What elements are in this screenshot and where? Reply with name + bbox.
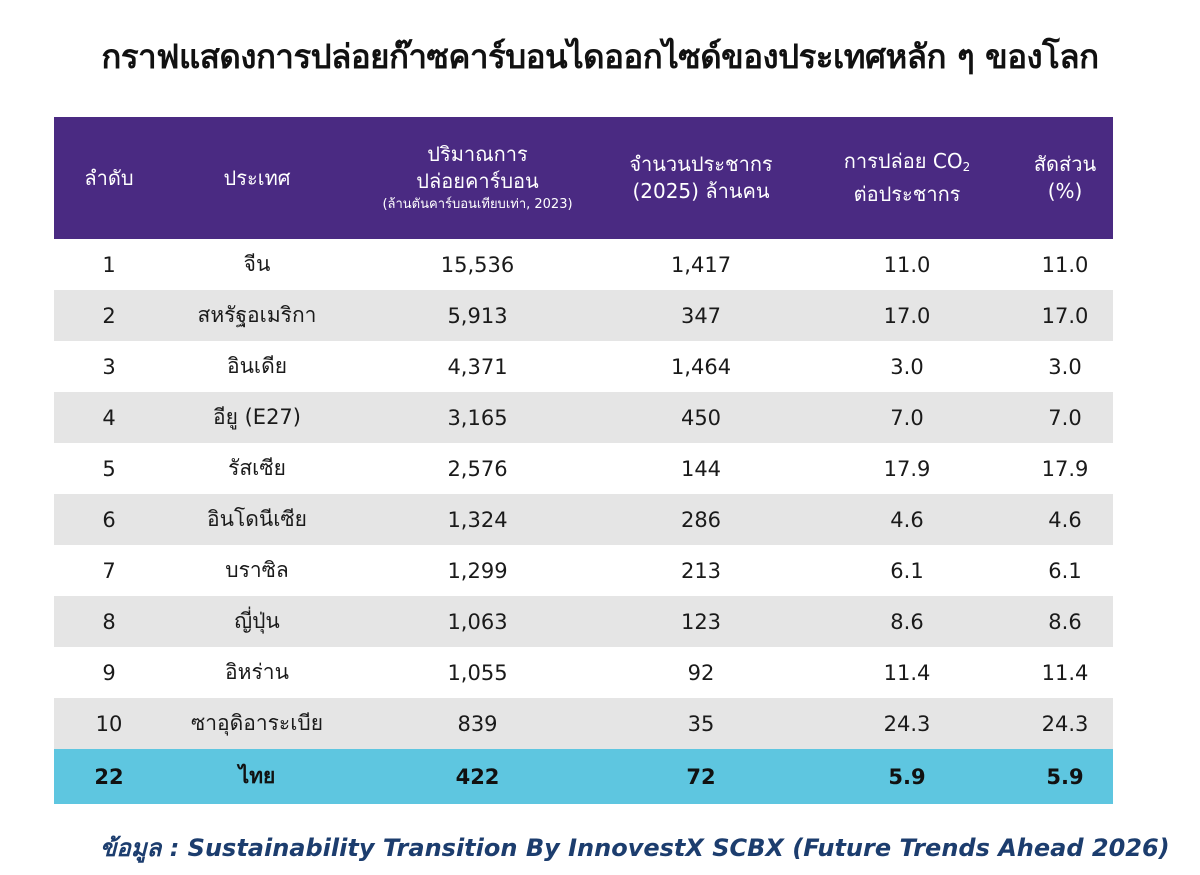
header-share: สัดส่วน (%): [1033, 152, 1097, 203]
cell-per-capita: 11.0: [883, 252, 931, 277]
cell-per-capita: 7.0: [890, 405, 924, 430]
cell-country: บราซิล: [225, 558, 289, 582]
cell-population: 347: [680, 303, 722, 328]
cell-share: 8.6: [1048, 609, 1082, 634]
cell-emissions: 5,913: [447, 303, 508, 328]
cell-per-capita: 3.0: [890, 354, 924, 379]
cell-emissions: 1,324: [447, 507, 508, 532]
cell-population: 144: [680, 456, 722, 481]
cell-per-capita: 17.0: [883, 303, 931, 328]
page-title: กราฟแสดงการปล่อยก๊าซคาร์บอนไดออกไซด์ของป…: [101, 37, 1099, 76]
cell-emissions: 1,055: [447, 660, 508, 685]
cell-rank: 5: [102, 456, 116, 481]
table-row: 6 อินโดนีเซีย 1,324 286 4.6 4.6: [54, 494, 1113, 545]
cell-per-capita: 11.4: [883, 660, 931, 685]
cell-share: 6.1: [1048, 558, 1082, 583]
cell-country: ซาอุดิอาระเบีย: [190, 711, 324, 735]
cell-rank: 4: [102, 405, 116, 430]
cell-rank: 9: [102, 660, 116, 685]
cell-population: 1,417: [670, 252, 732, 277]
cell-rank: 2: [102, 303, 116, 328]
cell-rank: 1: [102, 252, 116, 277]
cell-emissions: 1,299: [447, 558, 508, 583]
cell-rank: 10: [95, 711, 123, 736]
table-row: 2 สหรัฐอเมริกา 5,913 347 17.0 17.0: [54, 290, 1113, 341]
cell-share: 24.3: [1041, 711, 1089, 736]
table-body: 1 จีน 15,536 1,417 11.0 11.0 2 สหรัฐอเมร…: [54, 239, 1113, 804]
header-country: ประเทศ: [223, 165, 291, 190]
table-row: 10 ซาอุดิอาระเบีย 839 35 24.3 24.3: [54, 698, 1113, 749]
cell-per-capita: 4.6: [890, 507, 924, 532]
cell-country: อียู (E27): [213, 405, 301, 429]
cell-country: อินเดีย: [226, 354, 288, 378]
cell-emissions: 2,576: [447, 456, 508, 481]
cell-emissions: 3,165: [447, 405, 508, 430]
cell-population: 286: [680, 507, 722, 532]
cell-share: 3.0: [1048, 354, 1082, 379]
header-population: จำนวนประชากร (2025) ล้านคน: [629, 152, 773, 203]
cell-share: 11.4: [1041, 660, 1089, 685]
header-rank: ลำดับ: [84, 165, 134, 190]
cell-emissions: 4,371: [447, 354, 508, 379]
cell-share: 7.0: [1048, 405, 1082, 430]
table-row: 9 อิหร่าน 1,055 92 11.4 11.4: [54, 647, 1113, 698]
cell-rank: 6: [102, 507, 116, 532]
cell-per-capita: 24.3: [883, 711, 931, 736]
cell-per-capita: 6.1: [890, 558, 924, 583]
cell-rank: 22: [94, 764, 124, 789]
cell-country: รัสเซีย: [228, 456, 286, 480]
cell-country: ญี่ปุ่น: [234, 609, 280, 633]
cell-share: 4.6: [1048, 507, 1082, 532]
table-row: 5 รัสเซีย 2,576 144 17.9 17.9: [54, 443, 1113, 494]
cell-per-capita: 5.9: [888, 764, 926, 789]
source-note: ข้อมูล : Sustainability Transition By In…: [100, 834, 1170, 862]
cell-rank: 3: [102, 354, 116, 379]
table-row: 7 บราซิล 1,299 213 6.1 6.1: [54, 545, 1113, 596]
cell-population: 35: [687, 711, 715, 736]
cell-emissions: 1,063: [447, 609, 508, 634]
cell-population: 1,464: [670, 354, 732, 379]
table-row-highlight-thailand: 22 ไทย 422 72 5.9 5.9: [54, 749, 1113, 804]
table-row: 8 ญี่ปุ่น 1,063 123 8.6 8.6: [54, 596, 1113, 647]
cell-country: อิหร่าน: [225, 660, 289, 684]
header-per-capita: การปล่อย CO2 ต่อประชากร: [843, 149, 971, 206]
cell-per-capita: 8.6: [890, 609, 924, 634]
cell-population: 450: [680, 405, 722, 430]
cell-emissions: 839: [457, 711, 498, 736]
cell-share: 17.9: [1041, 456, 1089, 481]
cell-country: อินโดนีเซีย: [207, 507, 307, 531]
cell-emissions: 15,536: [440, 252, 515, 277]
table-header-row: ลำดับ ประเทศ ปริมาณการ ปล่อยคาร์บอน (ล้า…: [54, 117, 1113, 239]
cell-country: ไทย: [238, 764, 276, 788]
cell-rank: 8: [102, 609, 116, 634]
cell-population: 72: [686, 764, 716, 789]
table-row: 4 อียู (E27) 3,165 450 7.0 7.0: [54, 392, 1113, 443]
cell-country: จีน: [243, 252, 271, 276]
cell-emissions: 422: [455, 764, 500, 789]
cell-country: สหรัฐอเมริกา: [197, 303, 317, 327]
emissions-table: ลำดับ ประเทศ ปริมาณการ ปล่อยคาร์บอน (ล้า…: [54, 117, 1113, 804]
header-emissions: ปริมาณการ ปล่อยคาร์บอน (ล้านตันคาร์บอนเท…: [382, 142, 573, 212]
cell-rank: 7: [102, 558, 116, 583]
table-row: 1 จีน 15,536 1,417 11.0 11.0: [54, 239, 1113, 290]
cell-population: 123: [680, 609, 722, 634]
cell-population: 92: [687, 660, 715, 685]
cell-share: 17.0: [1041, 303, 1089, 328]
cell-share: 5.9: [1046, 764, 1084, 789]
cell-share: 11.0: [1041, 252, 1089, 277]
cell-per-capita: 17.9: [883, 456, 931, 481]
cell-population: 213: [680, 558, 722, 583]
table-row: 3 อินเดีย 4,371 1,464 3.0 3.0: [54, 341, 1113, 392]
